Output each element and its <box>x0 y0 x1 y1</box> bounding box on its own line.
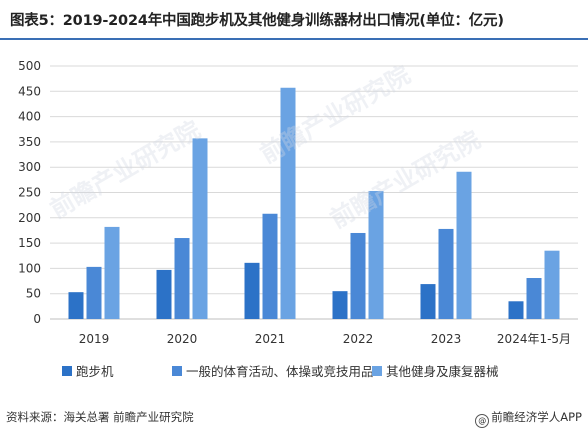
y-tick-label: 250 <box>18 186 41 200</box>
bar-3 <box>104 226 120 319</box>
x-tick-label: 2019 <box>79 332 110 346</box>
x-tick-label: 2020 <box>167 332 198 346</box>
legend-swatch <box>172 366 182 376</box>
bar-1 <box>68 292 84 319</box>
legend-label: 其他健身及康复器械 <box>386 364 499 379</box>
bar-2 <box>438 228 454 319</box>
y-tick-labels: 0 50 100 150 200 250 300 350 400 450 500 <box>18 59 41 326</box>
y-tick-label: 200 <box>18 211 41 225</box>
bar-2 <box>86 266 102 319</box>
brand-label: @ 前瞻经济学人APP <box>475 409 582 428</box>
y-tick-label: 0 <box>33 312 41 326</box>
bar-1 <box>156 269 172 319</box>
y-tick-label: 300 <box>18 160 41 174</box>
bars <box>68 87 560 319</box>
y-tick-label: 400 <box>18 110 41 124</box>
x-tick-label: 2022 <box>343 332 374 346</box>
chart-area: 0 50 100 150 200 250 300 350 400 450 500 2019 2020 2… <box>0 46 588 398</box>
bar-2 <box>174 238 190 319</box>
y-tick-label: 50 <box>26 287 41 301</box>
x-tick-label: 2021 <box>255 332 286 346</box>
legend-swatch <box>372 366 382 376</box>
source-note: 资料来源：海关总署 前瞻产业研究院 <box>6 410 194 424</box>
legend: 跑步机 一般的体育活动、体操或竞技用品 其他健身及康复器械 <box>62 364 499 379</box>
y-tick-label: 450 <box>18 84 41 98</box>
y-tick-label: 150 <box>18 236 41 250</box>
bar-3 <box>544 250 560 319</box>
bar-1 <box>420 284 436 319</box>
bar-1 <box>244 262 260 319</box>
bar-1 <box>508 301 524 319</box>
x-tick-label: 2023 <box>431 332 462 346</box>
legend-label: 跑步机 <box>76 364 114 379</box>
bar-3 <box>280 87 296 319</box>
chart-title: 图表5：2019-2024年中国跑步机及其他健身训练器材出口情况(单位：亿元) <box>10 13 504 29</box>
at-icon: @ <box>475 414 490 428</box>
legend-label: 一般的体育活动、体操或竞技用品 <box>186 364 374 379</box>
legend-swatch <box>62 366 72 376</box>
y-tick-label: 500 <box>18 59 41 73</box>
x-tick-label: 2024年1-5月 <box>497 332 571 346</box>
bar-3 <box>456 171 472 319</box>
bar-1 <box>332 291 348 319</box>
bar-2 <box>262 213 278 319</box>
grid-layer <box>50 65 578 320</box>
y-tick-label: 350 <box>18 135 41 149</box>
bar-2 <box>350 232 366 319</box>
x-tick-labels: 2019 2020 2021 2022 2023 2024年1-5月 <box>79 332 571 346</box>
bar-3 <box>192 138 208 319</box>
title-underline <box>0 38 588 40</box>
y-tick-label: 100 <box>18 261 41 275</box>
bar-2 <box>526 278 542 319</box>
brand-text: 前瞻经济学人APP <box>491 410 582 424</box>
bar-3 <box>368 190 384 319</box>
